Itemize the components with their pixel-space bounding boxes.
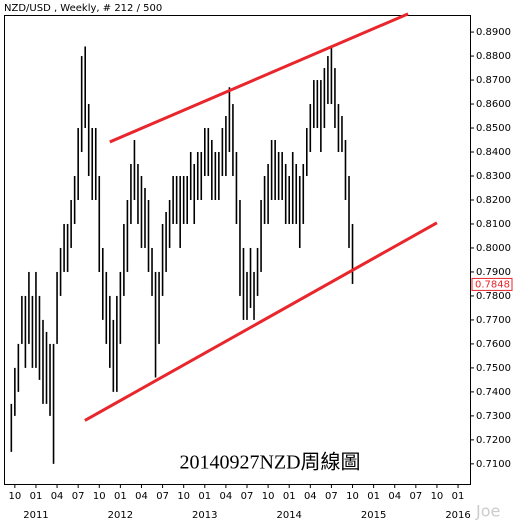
x-tick-label: 07 (409, 491, 422, 502)
y-tick-label: 0.8000 (476, 243, 511, 254)
x-tick-label: 01 (30, 491, 43, 502)
x-tick-label: 01 (198, 491, 211, 502)
x-tick-label: 10 (8, 491, 21, 502)
year-label: 2016 (445, 510, 470, 521)
y-tick-label: 0.7400 (476, 387, 511, 398)
y-tick-label: 0.8900 (476, 27, 511, 38)
year-label: 2015 (361, 510, 386, 521)
year-label: 2014 (276, 510, 301, 521)
last-value-label: 0.7848 (475, 279, 510, 290)
x-tick-label: 07 (72, 491, 85, 502)
y-tick-label: 0.7600 (476, 339, 511, 350)
y-tick-label: 0.7100 (476, 459, 511, 470)
header: NZD/USD , Weekly, # 212 / 500 (4, 3, 162, 14)
x-tick-label: 10 (177, 491, 190, 502)
trend-line (109, 12, 409, 144)
x-tick-label: 10 (262, 491, 275, 502)
x-tick-label: 01 (367, 491, 380, 502)
y-tick-label: 0.7200 (476, 435, 511, 446)
trend-line (84, 221, 438, 422)
x-tick-label: 07 (325, 491, 338, 502)
y-tick-label: 0.7700 (476, 315, 511, 326)
x-tick-label: 10 (431, 491, 444, 502)
y-tick-label: 0.8100 (476, 219, 511, 230)
y-tick-label: 0.7500 (476, 363, 511, 374)
x-tick-label: 10 (93, 491, 106, 502)
y-tick-label: 0.8400 (476, 147, 511, 158)
y-tick-label: 0.8600 (476, 99, 511, 110)
x-tick-label: 04 (220, 491, 233, 502)
x-tick-label: 04 (388, 491, 401, 502)
x-tick-label: 10 (346, 491, 359, 502)
x-tick-label: 01 (452, 491, 465, 502)
x-tick-label: 07 (241, 491, 254, 502)
plot-frame (4, 15, 471, 485)
year-label: 2011 (23, 510, 48, 521)
year-label: 2012 (108, 510, 133, 521)
y-tick-label: 0.7900 (476, 267, 511, 278)
y-tick-label: 0.8700 (476, 75, 511, 86)
y-tick-label: 0.8300 (476, 171, 511, 182)
caption: 20140927NZD周線圖 (179, 451, 360, 474)
y-tick-label: 0.7300 (476, 411, 511, 422)
y-tick-label: 0.8200 (476, 195, 511, 206)
x-tick-label: 04 (135, 491, 148, 502)
y-tick-label: 0.8500 (476, 123, 511, 134)
year-label: 2013 (192, 510, 217, 521)
y-tick-label: 0.7800 (476, 291, 511, 302)
last-value-box (471, 277, 513, 291)
x-tick-label: 07 (156, 491, 169, 502)
x-tick-label: 01 (283, 491, 296, 502)
x-tick-label: 04 (51, 491, 64, 502)
x-tick-label: 01 (114, 491, 127, 502)
watermark: Joe (475, 502, 500, 521)
y-tick-label: 0.8800 (476, 51, 511, 62)
x-tick-label: 04 (304, 491, 317, 502)
